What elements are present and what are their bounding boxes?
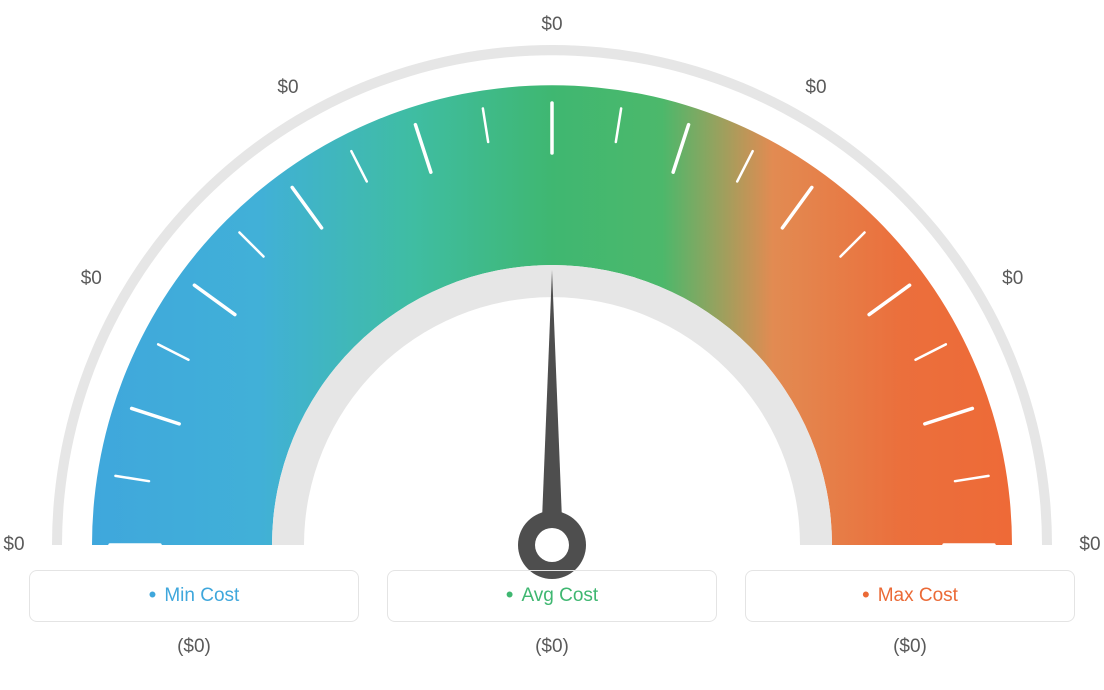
legend-value: ($0) <box>177 636 211 658</box>
legend-bullet-icon: • <box>149 584 157 606</box>
legend-bullet-icon: • <box>506 584 514 606</box>
needle-hub-inner <box>535 528 569 562</box>
gauge-area: $0 $0 $0 $0 $0 $0 $0 <box>0 0 1104 560</box>
gauge-svg <box>0 25 1104 585</box>
gauge-chart-container: $0 $0 $0 $0 $0 $0 $0 • Min Cost ($0) • Avg Cost ($0… <box>0 0 1104 690</box>
legend-label: Avg Cost <box>521 585 598 607</box>
legend-box: • Max Cost <box>745 570 1075 622</box>
tick-label: $0 <box>81 268 102 290</box>
tick-label: $0 <box>1079 534 1100 556</box>
legend-value: ($0) <box>893 636 927 658</box>
legend-label: Min Cost <box>164 585 239 607</box>
legend-label: Max Cost <box>878 585 958 607</box>
tick-label: $0 <box>3 534 24 556</box>
legend-box: • Avg Cost <box>387 570 717 622</box>
tick-label: $0 <box>1002 268 1023 290</box>
tick-label: $0 <box>541 14 562 36</box>
legend-item: • Min Cost ($0) <box>29 570 359 690</box>
gauge-needle <box>541 270 563 545</box>
tick-label: $0 <box>805 77 826 99</box>
legend-value: ($0) <box>535 636 569 658</box>
legend-box: • Min Cost <box>29 570 359 622</box>
legend-item: • Avg Cost ($0) <box>387 570 717 690</box>
tick-label: $0 <box>277 77 298 99</box>
legend-bullet-icon: • <box>862 584 870 606</box>
legend-row: • Min Cost ($0) • Avg Cost ($0) • Max Cost ($0) <box>0 570 1104 690</box>
legend-item: • Max Cost ($0) <box>745 570 1075 690</box>
